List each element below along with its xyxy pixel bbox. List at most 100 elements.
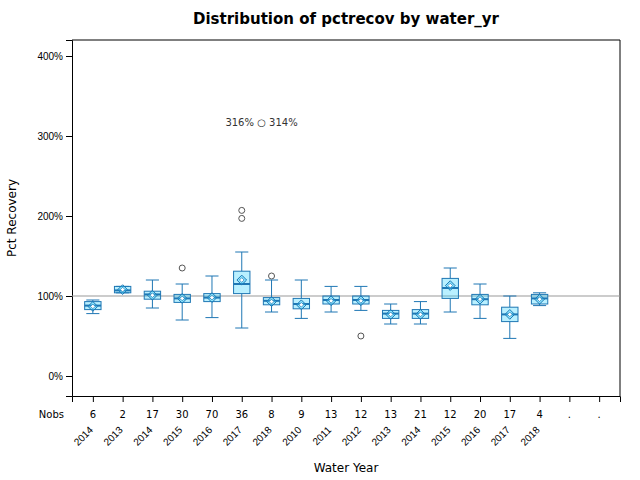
box-group — [293, 280, 309, 318]
whisker-upper — [450, 268, 451, 278]
x-tick-label: 2016 — [459, 424, 483, 448]
nobs-value: 13 — [325, 409, 338, 420]
x-tick-mark — [420, 396, 421, 402]
mean-marker — [475, 294, 485, 304]
y-axis-title: Pct Recovery — [5, 179, 19, 257]
x-tick-mark — [510, 396, 511, 402]
nobs-value: 21 — [414, 409, 427, 420]
y-tick-mark — [66, 376, 72, 377]
mean-marker-inner — [478, 297, 483, 302]
whisker-cap-lower — [146, 308, 159, 309]
box — [293, 298, 309, 308]
mean-marker — [296, 300, 306, 310]
whisker-cap-lower — [86, 313, 99, 314]
mean-marker-inner — [388, 312, 393, 317]
mean-marker — [177, 294, 187, 304]
x-tick: 2016 — [459, 396, 483, 448]
whisker-cap-lower — [176, 320, 189, 321]
nobs-value: 4 — [536, 409, 542, 420]
flier — [179, 265, 185, 271]
mean-marker-inner — [180, 296, 185, 301]
box — [174, 294, 190, 302]
y-tick-label: 200% — [37, 211, 63, 222]
y-tick: 0% — [49, 371, 72, 382]
mean-marker-inner — [418, 312, 423, 317]
x-tick: 2010 — [280, 396, 304, 448]
x-tick: 2013 — [369, 396, 393, 448]
frame-top — [72, 40, 620, 41]
x-tick: 2014 — [72, 396, 96, 448]
mean-marker-inner — [329, 298, 334, 303]
whisker-upper — [480, 284, 481, 294]
whisker-cap-lower — [473, 318, 486, 319]
whisker-cap-upper — [265, 280, 278, 281]
whisker-upper — [420, 302, 421, 310]
x-tick-label: 2010 — [280, 424, 304, 448]
whisker-cap-upper — [86, 300, 99, 301]
box-group — [114, 285, 130, 295]
mean-marker — [416, 310, 426, 320]
x-tick-mark — [361, 396, 362, 402]
box — [531, 294, 547, 304]
y-tick-label: 0% — [49, 371, 64, 382]
box-group — [174, 265, 190, 320]
box — [472, 294, 488, 304]
whisker-upper — [241, 252, 242, 271]
x-tick-label: 2015 — [161, 424, 185, 448]
whisker-cap-upper — [295, 280, 308, 281]
x-tick-mark — [212, 396, 213, 402]
mean-marker-inner — [507, 312, 512, 317]
x-tick-label: 2016 — [191, 424, 215, 448]
y-tick-label: 400% — [37, 51, 63, 62]
box-group — [412, 302, 428, 324]
mean-marker-inner — [359, 298, 364, 303]
whisker-cap-upper — [533, 292, 546, 293]
x-tick-mark — [599, 396, 600, 402]
nobs-value: 12 — [355, 409, 368, 420]
x-tick: 2018 — [250, 396, 274, 448]
plot: 0%100%200%300%400%2014201320142015201620… — [37, 40, 620, 448]
x-tick-mark — [182, 396, 183, 402]
x-tick-mark — [480, 396, 481, 402]
y-tick: 400% — [37, 51, 72, 62]
x-tick-label: 2018 — [518, 424, 542, 448]
x-axis: 2014201320142015201620172018201020112012… — [72, 396, 621, 448]
flier — [269, 273, 275, 279]
box-group — [85, 300, 101, 314]
flier — [239, 215, 245, 221]
mean-marker — [535, 294, 545, 304]
flier — [358, 333, 364, 339]
whisker-upper — [360, 286, 361, 296]
mean-marker-inner — [448, 283, 453, 288]
whisker-cap-lower — [265, 312, 278, 313]
whisker-cap-lower — [235, 328, 248, 329]
y-tick: 200% — [37, 211, 72, 222]
y-tick-mark — [66, 136, 72, 137]
mean-marker — [445, 281, 455, 291]
x-tick-label: 2013 — [369, 424, 393, 448]
whisker-upper — [301, 280, 302, 298]
nobs-value: . — [598, 409, 601, 420]
x-tick — [599, 396, 600, 402]
mean-marker-inner — [269, 299, 274, 304]
y-axis: 0%100%200%300%400% — [37, 41, 72, 397]
nobs-value: 20 — [474, 409, 487, 420]
flier — [239, 207, 245, 213]
x-tick: 2017 — [489, 396, 513, 448]
x-tick: 2014 — [399, 396, 423, 448]
whisker-cap-lower — [384, 324, 397, 325]
whisker-cap-lower — [325, 312, 338, 313]
y-tick-mark — [66, 56, 72, 57]
whisker-lower — [182, 302, 183, 320]
whisker-cap-lower — [414, 324, 427, 325]
mean-marker — [326, 296, 336, 306]
whisker-cap-lower — [354, 310, 367, 311]
whisker-lower — [211, 302, 212, 318]
box — [382, 310, 398, 318]
chart: 0%100%200%300%400%2014201320142015201620… — [0, 0, 640, 480]
mean-marker-inner — [299, 302, 304, 307]
x-tick-mark — [569, 396, 570, 402]
box — [412, 310, 428, 319]
mean-marker — [267, 297, 277, 307]
nobs-value: 8 — [268, 409, 274, 420]
